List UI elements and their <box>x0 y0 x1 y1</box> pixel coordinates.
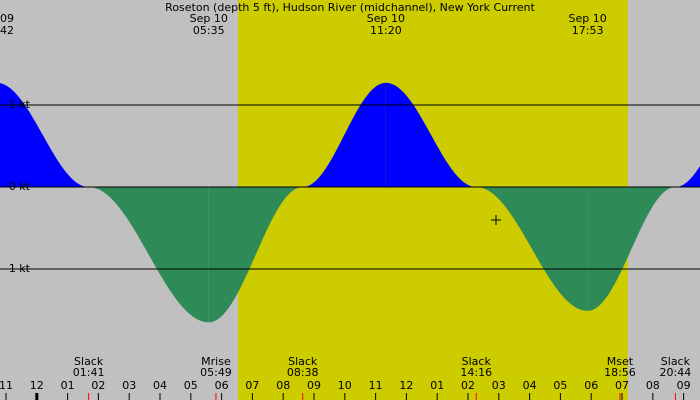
x-tick-label: 11 <box>0 379 13 392</box>
x-tick-label: 02 <box>91 379 105 392</box>
y-tick-label: 1 kt <box>9 98 31 111</box>
top-label-time: 05:35 <box>193 24 225 37</box>
top-label-date: Sep 10 <box>568 12 606 25</box>
x-tick-label: 07 <box>615 379 629 392</box>
x-tick-label: 09 <box>307 379 321 392</box>
x-tick-label: 08 <box>646 379 660 392</box>
current-area <box>476 187 588 311</box>
chart-title: Roseton (depth 5 ft), Hudson River (midc… <box>165 1 535 14</box>
event-time: 08:38 <box>287 366 319 379</box>
current-area <box>88 187 209 323</box>
x-tick-label: 11 <box>369 379 383 392</box>
x-tick-label: 04 <box>523 379 537 392</box>
top-label-date: Sep 10 <box>367 12 405 25</box>
event-label: Slack <box>288 355 318 368</box>
event-label: Mset <box>607 355 634 368</box>
event-time: 18:56 <box>604 366 636 379</box>
x-tick-label: 10 <box>338 379 352 392</box>
x-tick-label: 02 <box>461 379 475 392</box>
y-tick-label: 0 kt <box>9 180 31 193</box>
x-tick-label: 01 <box>430 379 444 392</box>
x-tick-label: 09 <box>677 379 691 392</box>
x-tick-label: 05 <box>553 379 567 392</box>
event-label: Slack <box>74 355 104 368</box>
x-tick-label: 12 <box>399 379 413 392</box>
x-tick-label: 12 <box>30 379 44 392</box>
x-tick-label: 01 <box>61 379 75 392</box>
x-tick-label: 07 <box>245 379 259 392</box>
current-area <box>385 82 477 187</box>
event-label: Mrise <box>201 355 231 368</box>
x-tick-label: 06 <box>584 379 598 392</box>
event-time: 01:41 <box>73 366 105 379</box>
event-time: 14:16 <box>460 366 492 379</box>
current-area <box>675 166 700 187</box>
current-area <box>0 83 89 187</box>
top-label-date: 09 <box>0 12 14 25</box>
current-area <box>208 187 303 323</box>
x-tick-label: 06 <box>215 379 229 392</box>
top-label-time: 42 <box>0 24 14 37</box>
x-tick-label: 03 <box>122 379 136 392</box>
x-tick-label: 08 <box>276 379 290 392</box>
top-label-time: 11:20 <box>370 24 402 37</box>
event-time: 05:49 <box>200 366 232 379</box>
cursor <box>491 215 501 225</box>
y-tick-label: -1 kt <box>5 262 31 275</box>
top-label-date: Sep 10 <box>190 12 228 25</box>
event-label: Slack <box>462 355 492 368</box>
event-time: 20:44 <box>660 366 692 379</box>
top-label-time: 17:53 <box>572 24 604 37</box>
event-label: Slack <box>661 355 691 368</box>
x-tick-label: 03 <box>492 379 506 392</box>
current-area <box>587 187 676 311</box>
x-tick-label: 05 <box>184 379 198 392</box>
current-area <box>302 82 386 187</box>
x-tick-label: 04 <box>153 379 167 392</box>
